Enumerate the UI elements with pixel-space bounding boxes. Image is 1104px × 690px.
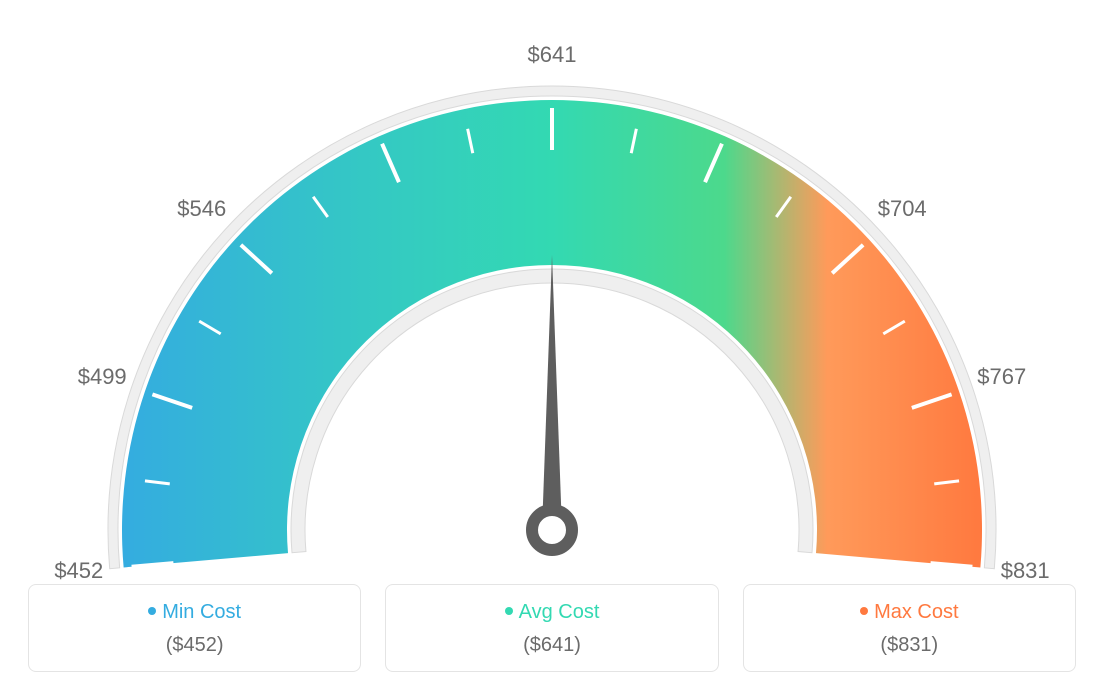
gauge-tick-label: $452 xyxy=(54,558,103,584)
legend-label-avg: Avg Cost xyxy=(519,601,600,623)
legend-card-min: Min Cost ($452) xyxy=(28,584,361,672)
gauge-tick-label: $831 xyxy=(1001,558,1050,584)
legend-value-max: ($831) xyxy=(754,634,1065,657)
legend-value-avg: ($641) xyxy=(396,634,707,657)
gauge-tick-label: $546 xyxy=(177,196,226,222)
cost-gauge-chart: $452 $499 $546 $641 $704 $767 $831 Min Cost ($… xyxy=(0,0,1104,690)
legend-title-max: Max Cost xyxy=(754,601,1065,624)
legend-dot-min xyxy=(148,607,156,615)
gauge-area: $452$499$546$641$704$767$831 xyxy=(0,0,1104,570)
legend-title-avg: Avg Cost xyxy=(396,601,707,624)
gauge-tick-label: $767 xyxy=(977,364,1026,390)
legend-title-min: Min Cost xyxy=(39,601,350,624)
legend-label-min: Min Cost xyxy=(162,601,241,623)
legend-dot-max xyxy=(860,607,868,615)
gauge-svg xyxy=(0,0,1104,570)
legend-dot-avg xyxy=(505,607,513,615)
legend-row: Min Cost ($452) Avg Cost ($641) Max Cost… xyxy=(0,584,1104,672)
legend-card-avg: Avg Cost ($641) xyxy=(385,584,718,672)
gauge-tick-label: $704 xyxy=(878,196,927,222)
legend-value-min: ($452) xyxy=(39,634,350,657)
legend-card-max: Max Cost ($831) xyxy=(743,584,1076,672)
legend-label-max: Max Cost xyxy=(874,601,958,623)
gauge-tick-label: $499 xyxy=(78,364,127,390)
gauge-tick-label: $641 xyxy=(528,42,577,68)
